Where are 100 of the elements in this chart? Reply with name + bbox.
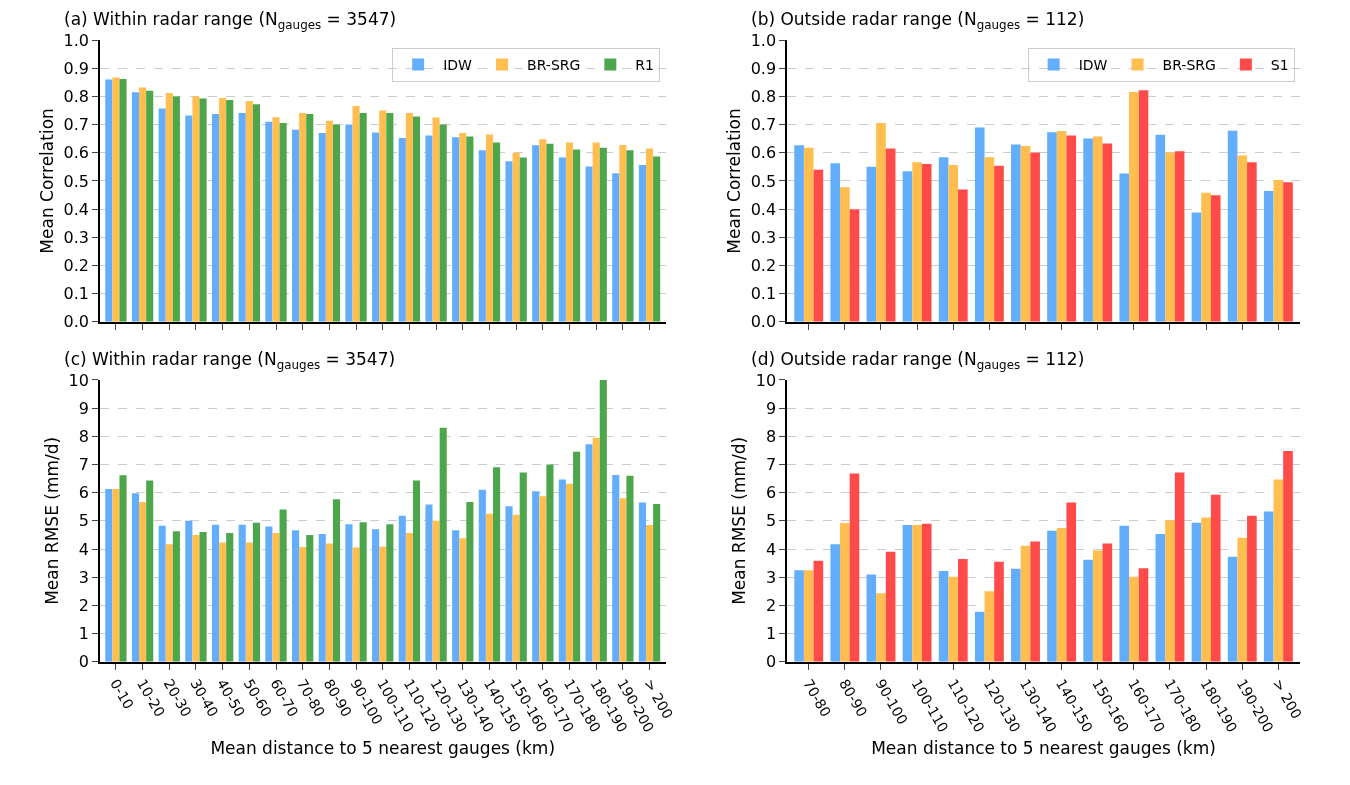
bar	[612, 474, 620, 662]
bar	[1030, 152, 1040, 322]
bar	[653, 156, 661, 322]
bar	[958, 558, 968, 662]
y-tick-label: 0.5	[750, 171, 777, 191]
bar	[813, 169, 824, 322]
bar	[1129, 91, 1139, 322]
bar	[558, 479, 566, 662]
bar	[1102, 143, 1113, 322]
y-tick-label: 1.0	[750, 30, 777, 50]
bar	[1138, 568, 1149, 662]
bar	[352, 547, 360, 662]
bar	[1020, 545, 1031, 662]
bar	[921, 164, 932, 322]
bar	[1011, 568, 1021, 662]
bar	[948, 576, 959, 662]
y-tick-label: 6	[78, 483, 89, 503]
bar	[612, 173, 620, 322]
bar	[131, 92, 140, 322]
bar	[386, 524, 394, 662]
bar	[398, 515, 406, 662]
bar	[105, 79, 113, 322]
bar	[412, 480, 421, 662]
bar	[238, 524, 246, 662]
bar	[405, 532, 413, 662]
bar	[505, 506, 513, 662]
bar	[379, 546, 387, 662]
bar	[849, 209, 860, 322]
bar	[1201, 192, 1211, 322]
y-tick-label: 0.9	[63, 58, 89, 78]
bar	[912, 162, 922, 322]
bar	[1138, 90, 1149, 322]
y-tick-label: 0.2	[63, 256, 89, 276]
bar	[172, 96, 180, 322]
bar	[1237, 537, 1248, 662]
bar	[619, 144, 627, 322]
bar	[306, 113, 314, 322]
bar	[332, 124, 341, 322]
bar	[386, 113, 394, 322]
y-tick-label: 8	[765, 426, 777, 446]
bar	[105, 489, 113, 662]
bar	[325, 120, 333, 322]
y-tick-label: 0.3	[63, 227, 89, 247]
bar	[585, 444, 593, 662]
y-tick-label: 0.7	[750, 115, 777, 135]
bar	[1201, 517, 1211, 662]
bar	[139, 501, 147, 662]
y-tick-label: 0.8	[750, 86, 777, 106]
bar	[512, 514, 520, 662]
y-tick-label: 1	[78, 624, 89, 644]
bar	[252, 104, 260, 322]
y-axis-title: Mean RMSE (mm/d)	[728, 436, 749, 605]
bar	[974, 127, 985, 322]
y-tick-label: 10	[68, 370, 89, 390]
bar	[238, 113, 246, 322]
bar	[466, 136, 474, 322]
bar	[1056, 527, 1067, 662]
bar	[452, 137, 460, 322]
bar	[519, 157, 527, 322]
bar	[172, 531, 180, 662]
bar	[1119, 525, 1130, 662]
bar	[405, 113, 413, 322]
bar	[539, 139, 547, 322]
bar	[299, 547, 307, 662]
bar	[112, 489, 120, 662]
bar	[1047, 530, 1057, 662]
y-axis-title: Mean Correlation	[723, 108, 744, 254]
legend-label: IDW	[1078, 56, 1108, 73]
bar	[345, 524, 353, 662]
bar	[653, 503, 661, 662]
legend-label: R1	[635, 56, 654, 73]
legend-label: BR-SRG	[1162, 56, 1216, 73]
y-tick-label: 3	[78, 567, 89, 587]
bar	[199, 532, 207, 662]
bar	[1174, 472, 1185, 662]
bar	[1227, 130, 1238, 322]
bar	[803, 570, 814, 662]
bar	[546, 143, 554, 322]
bar	[352, 105, 360, 322]
bar	[626, 150, 634, 322]
bar	[1083, 559, 1093, 662]
bar	[226, 100, 234, 322]
legend-label: BR-SRG	[527, 56, 581, 73]
bar	[459, 133, 467, 322]
bar	[478, 150, 486, 322]
y-tick-label: 0.0	[63, 312, 89, 332]
bar	[432, 117, 440, 322]
y-tick-label: 9	[765, 398, 777, 418]
bar	[532, 145, 540, 322]
y-tick-label: 0.4	[750, 199, 777, 219]
bar	[425, 135, 433, 322]
bar	[1165, 152, 1175, 322]
bar	[1165, 520, 1175, 662]
y-tick-label: 5	[78, 511, 89, 531]
y-tick-label: 0.5	[63, 171, 89, 191]
bar	[645, 525, 654, 662]
bar	[984, 591, 995, 662]
bar	[1191, 522, 1202, 662]
bar	[876, 593, 886, 662]
bar	[1119, 173, 1130, 322]
